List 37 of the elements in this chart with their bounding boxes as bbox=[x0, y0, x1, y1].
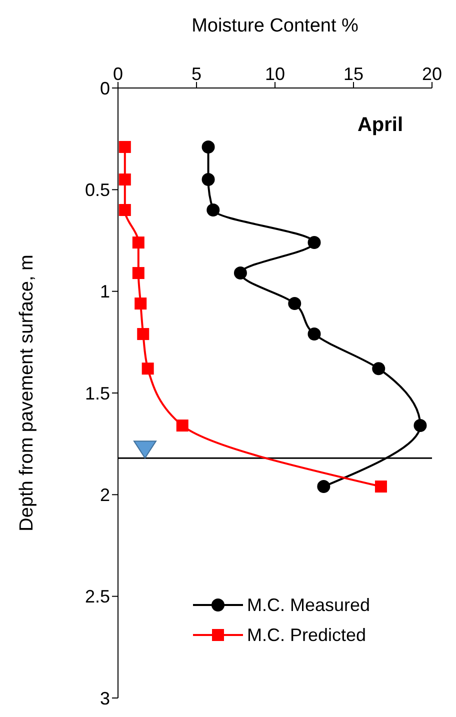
y-tick-label: 0.5 bbox=[84, 180, 110, 200]
point bbox=[288, 297, 302, 310]
y-tick-label: 0 bbox=[100, 78, 110, 98]
y-tick-label: 2 bbox=[100, 485, 110, 506]
point bbox=[317, 480, 330, 494]
x-axis-title: Moisture Content % bbox=[192, 15, 359, 36]
y-tick-label: 1 bbox=[100, 282, 110, 302]
y-tick-label: 2.5 bbox=[84, 586, 110, 607]
legend-label: M.C. Predicted bbox=[247, 624, 366, 646]
text: April bbox=[357, 114, 403, 136]
legend-label: M.C. Measured bbox=[247, 594, 370, 616]
y-tick-label: 3 bbox=[100, 688, 110, 708]
x-tick-label: 15 bbox=[343, 64, 364, 84]
point bbox=[308, 328, 321, 341]
point bbox=[206, 204, 220, 216]
point bbox=[118, 204, 131, 216]
point bbox=[374, 480, 387, 493]
point bbox=[132, 236, 144, 249]
point bbox=[414, 419, 427, 432]
point bbox=[118, 140, 131, 153]
point bbox=[308, 236, 321, 250]
point bbox=[132, 267, 144, 280]
x-tick-label: 10 bbox=[264, 64, 286, 84]
point bbox=[372, 362, 386, 376]
point bbox=[202, 173, 215, 186]
point bbox=[234, 266, 247, 280]
point bbox=[134, 298, 147, 310]
y-axis-title: Depth from pavement surface, m bbox=[16, 254, 38, 532]
x-tick-label: 20 bbox=[422, 64, 442, 84]
point bbox=[142, 362, 154, 375]
point bbox=[176, 420, 188, 432]
point bbox=[137, 328, 150, 340]
x-tick-label: 5 bbox=[191, 64, 202, 84]
x-tick-label: 0 bbox=[112, 64, 124, 84]
point bbox=[118, 174, 131, 186]
y-tick-label: 1.5 bbox=[84, 383, 110, 404]
point bbox=[202, 140, 215, 154]
